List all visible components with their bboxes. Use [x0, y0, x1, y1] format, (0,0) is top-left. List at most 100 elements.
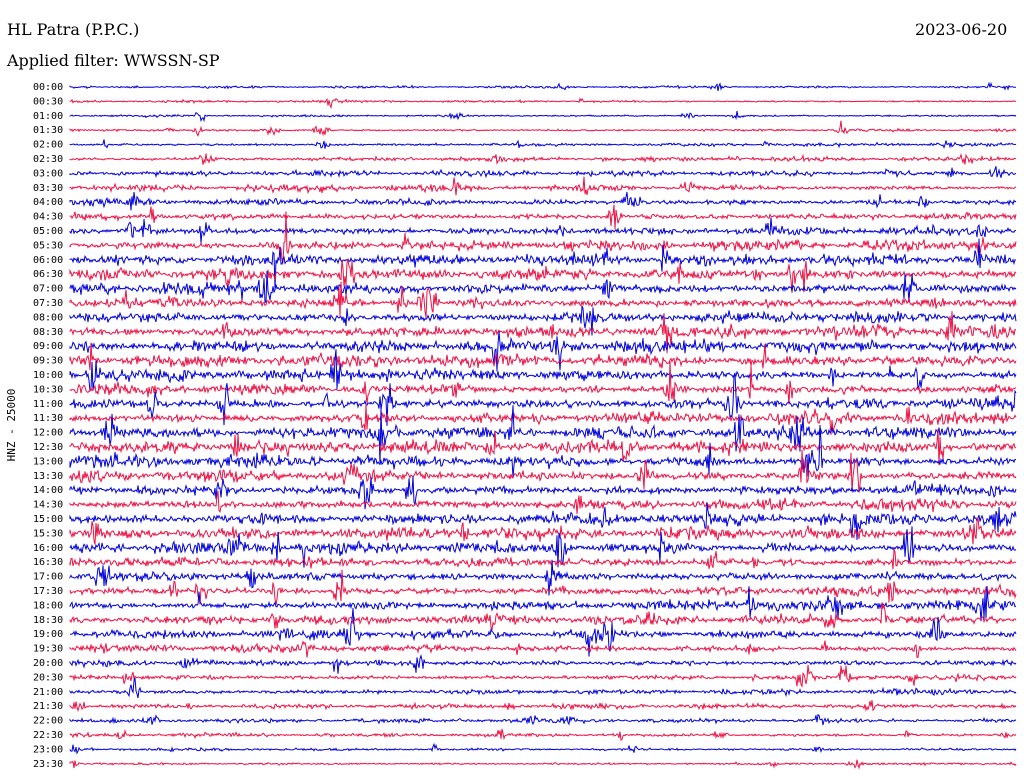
row-time-label: 17:30 [33, 586, 63, 597]
seismic-trace [69, 191, 1017, 211]
row-time-label: 13:30 [33, 471, 63, 482]
row-time-label: 04:30 [33, 212, 63, 223]
seismic-trace [69, 110, 1017, 123]
seismic-trace [69, 166, 1017, 179]
seismic-trace [69, 654, 1017, 674]
seismic-trace [69, 502, 1017, 540]
seismic-trace [69, 372, 1017, 426]
seismic-trace [69, 270, 1017, 303]
seismic-trace [69, 204, 1017, 230]
row-time-label: 16:00 [33, 543, 63, 554]
row-time-label: 14:30 [33, 500, 63, 511]
seismic-trace [69, 585, 1017, 622]
row-time-label: 03:30 [33, 183, 63, 194]
row-time-label: 17:00 [33, 572, 63, 583]
seismic-trace [69, 153, 1017, 166]
seismic-trace [69, 311, 1017, 354]
row-time-label: 02:00 [33, 140, 63, 151]
seismic-trace [69, 602, 1017, 632]
seismic-trace [69, 405, 1017, 465]
seismic-trace [69, 490, 1017, 514]
seismic-trace [69, 640, 1017, 658]
seismic-trace [69, 258, 1017, 294]
seismic-trace [69, 742, 1017, 755]
seismic-trace [69, 516, 1017, 545]
row-time-label: 12:30 [33, 442, 63, 453]
seismic-trace [69, 476, 1017, 510]
seismic-trace [69, 238, 1017, 290]
row-time-label: 08:30 [33, 327, 63, 338]
row-time-label: 19:00 [33, 629, 63, 640]
row-time-label: 19:30 [33, 644, 63, 655]
row-time-label: 00:30 [33, 96, 63, 107]
seismic-trace [69, 713, 1017, 726]
seismic-trace [69, 349, 1017, 393]
row-time-label: 20:00 [33, 658, 63, 669]
row-time-label: 21:30 [33, 701, 63, 712]
channel-axis-label: HNZ - 25000 [5, 389, 18, 462]
row-time-label: 01:30 [33, 125, 63, 136]
row-time-label: 16:30 [33, 557, 63, 568]
seismic-trace [69, 700, 1017, 713]
seismic-trace [69, 176, 1017, 196]
row-time-label: 23:30 [33, 759, 63, 770]
row-time-label: 22:30 [33, 730, 63, 741]
seismic-trace [69, 449, 1017, 493]
seismic-trace [69, 547, 1017, 570]
seismic-trace [69, 608, 1017, 657]
seismic-trace [69, 120, 1017, 137]
row-time-label: 05:30 [33, 240, 63, 251]
row-time-label: 21:00 [33, 687, 63, 698]
row-time-label: 04:00 [33, 197, 63, 208]
seismic-trace [69, 429, 1017, 466]
row-time-label: 03:00 [33, 168, 63, 179]
row-time-label: 22:00 [33, 716, 63, 727]
row-time-label: 20:30 [33, 672, 63, 683]
seismic-trace [69, 305, 1017, 336]
row-time-label: 12:00 [33, 428, 63, 439]
row-time-label: 09:00 [33, 341, 63, 352]
row-time-label: 13:00 [33, 456, 63, 467]
row-time-label: 11:30 [33, 413, 63, 424]
applied-filter-label: Applied filter: WWSSN-SP [7, 51, 220, 70]
row-time-label: 00:00 [33, 82, 63, 93]
row-time-label: 01:00 [33, 111, 63, 122]
seismic-trace [69, 97, 1017, 110]
seismic-trace [69, 281, 1017, 318]
seismic-trace [69, 81, 1016, 91]
seismic-trace [69, 677, 1017, 699]
row-time-label: 07:00 [33, 284, 63, 295]
seismic-trace [69, 424, 1017, 478]
row-time-label: 05:00 [33, 226, 63, 237]
row-time-label: 02:30 [33, 154, 63, 165]
seismic-trace [69, 360, 1017, 405]
row-time-label: 18:30 [33, 615, 63, 626]
seismic-trace [69, 342, 1017, 371]
row-time-label: 06:30 [33, 269, 63, 280]
row-time-label: 06:00 [33, 255, 63, 266]
seismic-trace [69, 331, 1017, 372]
seismic-trace [69, 526, 1017, 568]
row-time-label: 15:30 [33, 528, 63, 539]
row-time-label: 18:00 [33, 600, 63, 611]
seismic-trace [69, 728, 1017, 741]
seismic-trace [69, 139, 1017, 149]
station-title: HL Patra (P.P.C.) [7, 20, 140, 39]
seismic-trace [69, 759, 1017, 770]
seismic-trace [69, 404, 1017, 435]
seismic-trace [69, 217, 1017, 244]
row-time-label: 15:00 [33, 514, 63, 525]
seismic-trace [69, 664, 1017, 688]
seismic-trace [69, 569, 1017, 606]
date-label: 2023-06-20 [915, 20, 1008, 39]
row-time-label: 10:30 [33, 384, 63, 395]
seismic-trace [69, 559, 1017, 596]
row-time-label: 23:00 [33, 744, 63, 755]
row-time-label: 07:30 [33, 298, 63, 309]
row-time-label: 08:00 [33, 312, 63, 323]
row-time-label: 14:00 [33, 485, 63, 496]
row-time-label: 10:00 [33, 370, 63, 381]
trace-rows [69, 81, 1017, 770]
seismic-trace [69, 211, 1017, 264]
